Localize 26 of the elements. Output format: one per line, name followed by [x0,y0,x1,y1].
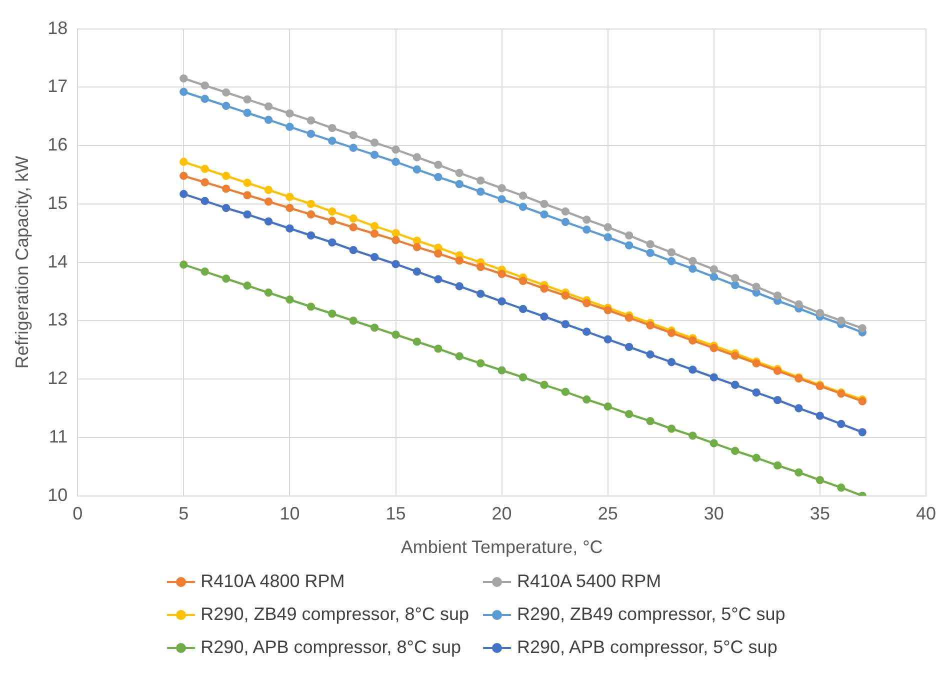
x-tick-label: 40 [916,504,936,524]
y-tick-label: 15 [48,192,68,213]
y-tick-label: 10 [48,484,68,505]
x-tick-label: 10 [280,504,300,524]
x-tick-label: 20 [492,504,512,524]
legend-label: R410A 5400 RPM [517,571,662,592]
legend-label: R290, APB compressor, 5°C sup [517,637,778,658]
x-tick-label: 15 [386,504,406,524]
y-tick-label: 16 [48,134,68,155]
y-tick-label: 13 [48,310,68,330]
x-tick-label: 30 [704,504,724,524]
y-tick-label: 18 [48,18,68,38]
x-tick-label: 5 [178,504,189,524]
legend-label: R410A 4800 RPM [200,571,345,592]
y-axis-title: Refrigeration Capacity, kW [12,156,32,369]
y-tick-label: 11 [48,426,68,446]
legend-label: R290, ZB49 compressor, 8°C sup [200,604,469,625]
legend-label: R290, APB compressor, 8°C sup [200,637,461,658]
x-axis-title: Ambient Temperature, °C [400,537,603,558]
y-tick-label: 17 [48,76,68,96]
y-tick-label: 12 [48,368,68,388]
y-tick-label: 14 [48,251,68,272]
x-tick-label: 0 [72,504,83,524]
x-tick-label: 35 [810,504,830,524]
x-tick-label: 25 [598,504,618,524]
legend-label: R290, ZB49 compressor, 5°C sup [517,604,786,625]
